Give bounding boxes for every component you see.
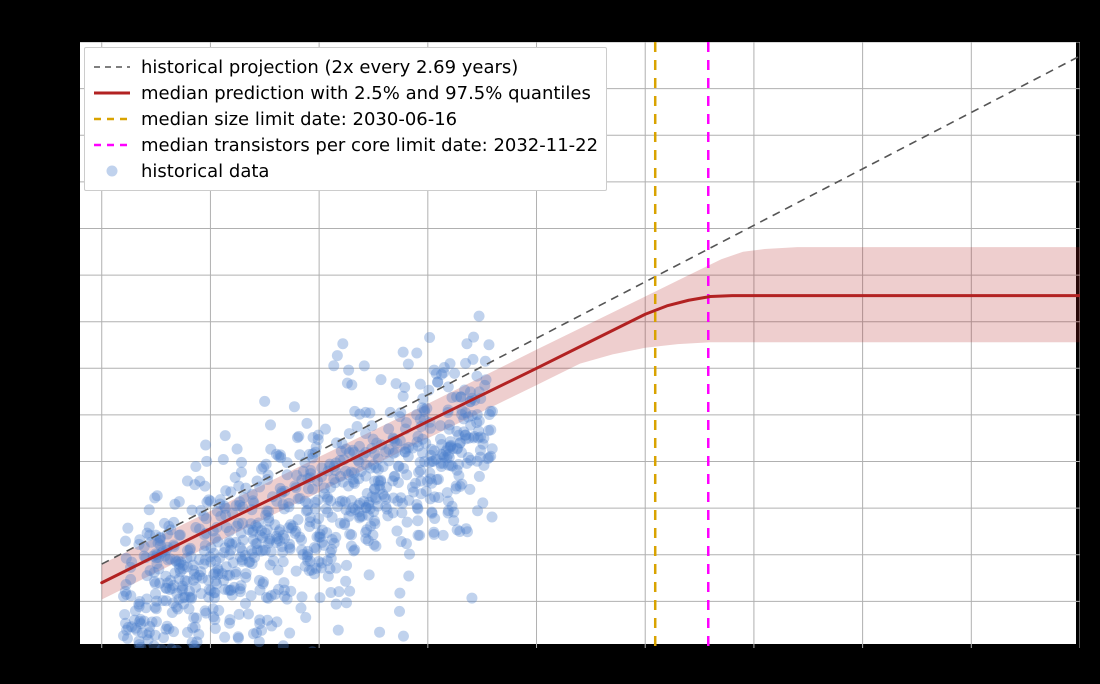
legend-label: median prediction with 2.5% and 97.5% qu… (141, 83, 591, 104)
legend-swatch (93, 135, 131, 155)
legend-row: median size limit date: 2030-06-16 (93, 106, 598, 132)
legend-label: median size limit date: 2030-06-16 (141, 109, 457, 130)
legend-swatch (93, 57, 131, 77)
legend-row: historical data (93, 158, 598, 184)
chart-legend: historical projection (2x every 2.69 yea… (84, 47, 607, 191)
legend-row: historical projection (2x every 2.69 yea… (93, 54, 598, 80)
legend-label: historical projection (2x every 2.69 yea… (141, 57, 518, 78)
legend-row: median prediction with 2.5% and 97.5% qu… (93, 80, 598, 106)
legend-label: median transistors per core limit date: … (141, 135, 598, 156)
legend-row: median transistors per core limit date: … (93, 132, 598, 158)
legend-swatch (93, 109, 131, 129)
legend-swatch (93, 83, 131, 103)
legend-swatch (93, 161, 131, 181)
legend-label: historical data (141, 161, 269, 182)
